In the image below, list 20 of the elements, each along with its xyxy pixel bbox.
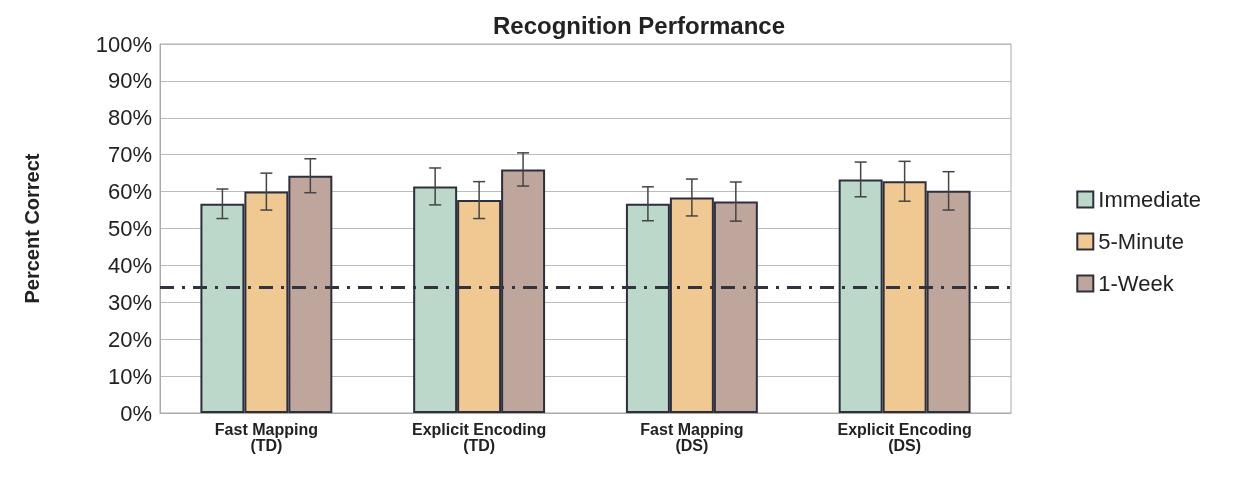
y-tick-label: 60% (107, 179, 152, 205)
x-tick-label: Explicit Encoding (TD) (412, 420, 547, 454)
y-axis-title: Percent Correct (21, 153, 43, 304)
y-tick-label: 30% (107, 289, 152, 315)
x-tick-label: Fast Mapping (TD) (214, 420, 318, 454)
y-tick-label: 90% (107, 68, 152, 94)
y-tick-label: 0% (120, 400, 152, 426)
y-tick-label: 80% (107, 105, 152, 131)
chart-title: Recognition Performance (493, 11, 786, 39)
legend-label: 1-Week (1098, 271, 1175, 296)
y-tick-label: 20% (107, 326, 152, 352)
x-tick-label: Explicit Encoding (DS) (837, 420, 972, 454)
y-tick-label: 10% (107, 363, 152, 389)
x-tick-label: Fast Mapping (DS) (640, 420, 744, 454)
y-tick-label: 50% (107, 216, 152, 241)
legend-label: Immediate (1098, 187, 1202, 212)
legend-label: 5-Minute (1098, 229, 1184, 254)
y-tick-label: 70% (107, 142, 152, 168)
y-tick-label: 100% (95, 31, 152, 57)
y-tick-label: 40% (107, 252, 152, 278)
